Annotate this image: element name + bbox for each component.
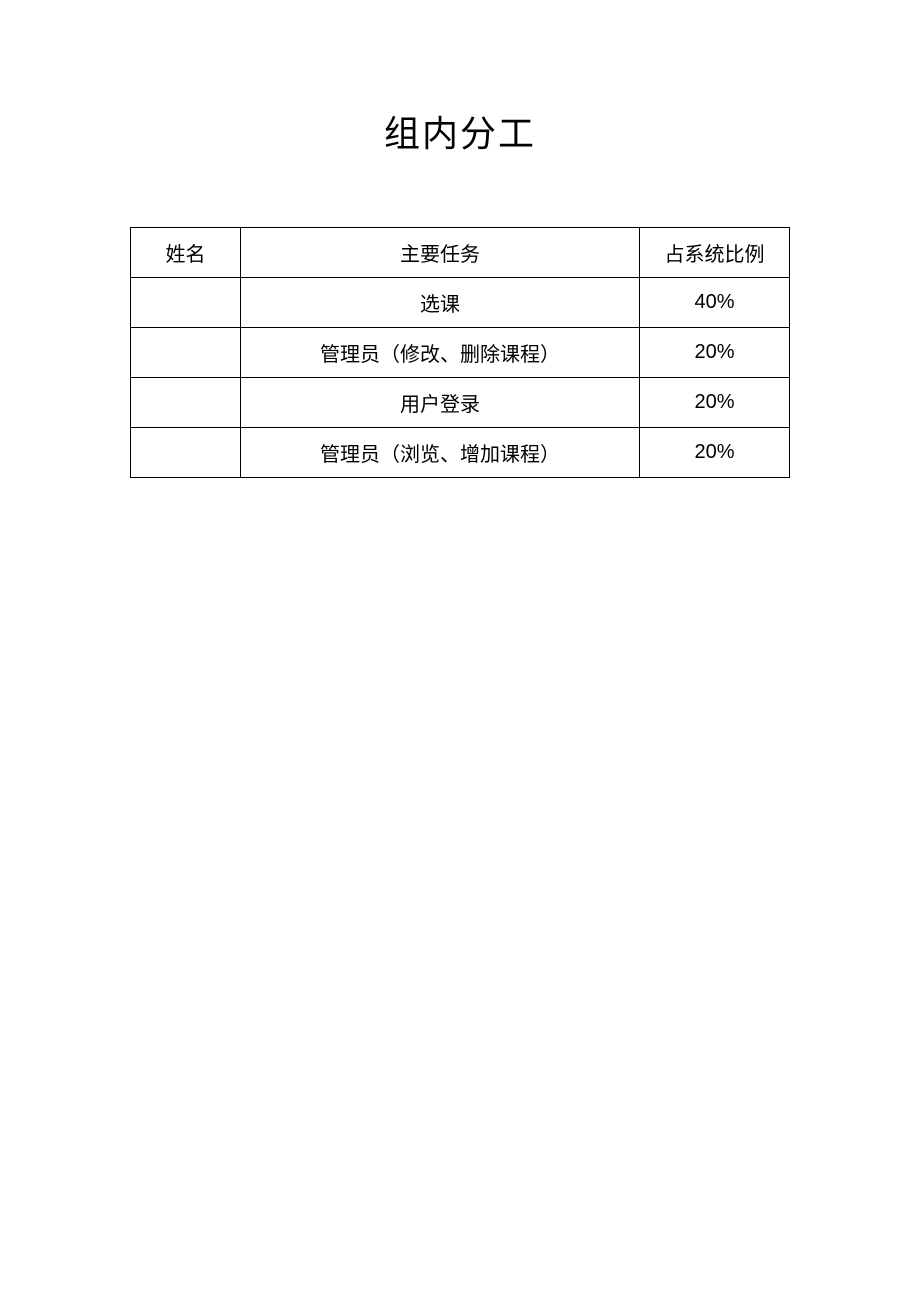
table-row: 管理员（修改、删除课程） 20% <box>131 328 790 378</box>
column-header-ratio: 占系统比例 <box>640 228 790 278</box>
cell-task: 管理员（浏览、增加课程） <box>241 428 640 478</box>
cell-ratio: 20% <box>640 378 790 428</box>
cell-ratio: 20% <box>640 428 790 478</box>
cell-name <box>131 378 241 428</box>
cell-task: 管理员（修改、删除课程） <box>241 328 640 378</box>
cell-ratio: 40% <box>640 278 790 328</box>
cell-name <box>131 278 241 328</box>
cell-name <box>131 328 241 378</box>
page-container: 组内分工 姓名 主要任务 占系统比例 选课 40% 管理员（修改、删除课程） 2… <box>0 0 920 478</box>
table-row: 用户登录 20% <box>131 378 790 428</box>
table-row: 管理员（浏览、增加课程） 20% <box>131 428 790 478</box>
column-header-task: 主要任务 <box>241 228 640 278</box>
table-row: 选课 40% <box>131 278 790 328</box>
page-title: 组内分工 <box>130 105 790 157</box>
cell-name <box>131 428 241 478</box>
column-header-name: 姓名 <box>131 228 241 278</box>
table-header-row: 姓名 主要任务 占系统比例 <box>131 228 790 278</box>
cell-ratio: 20% <box>640 328 790 378</box>
cell-task: 选课 <box>241 278 640 328</box>
cell-task: 用户登录 <box>241 378 640 428</box>
division-table: 姓名 主要任务 占系统比例 选课 40% 管理员（修改、删除课程） 20% 用户… <box>130 227 790 478</box>
